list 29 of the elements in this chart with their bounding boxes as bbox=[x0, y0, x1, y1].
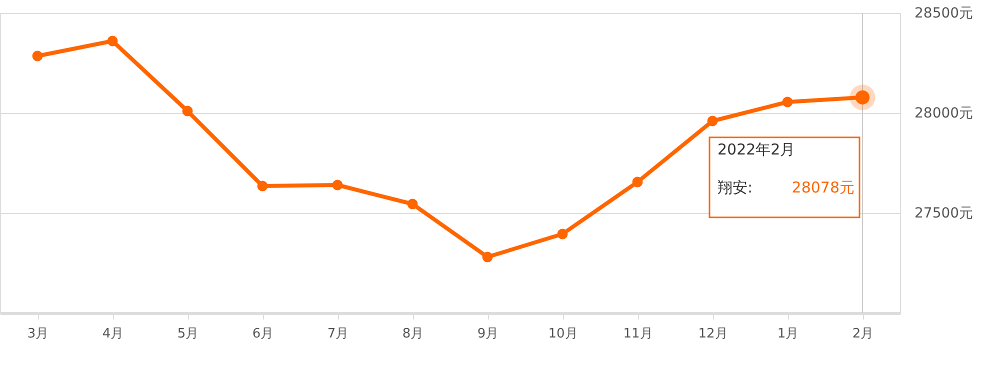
x-tick-label: 2月 bbox=[852, 326, 874, 342]
y-tick-label: 28000元 bbox=[914, 106, 974, 122]
point bbox=[482, 252, 493, 262]
point bbox=[557, 228, 568, 240]
annotation: 翔安: bbox=[718, 178, 753, 196]
y-tick-label: 28500元 bbox=[914, 6, 974, 22]
point bbox=[107, 36, 118, 46]
point bbox=[407, 198, 418, 210]
x-tick-label: 8月 bbox=[402, 326, 424, 342]
point bbox=[707, 116, 718, 126]
x-tick-label: 1月 bbox=[777, 326, 799, 342]
point bbox=[182, 106, 193, 116]
x-tick-label: 5月 bbox=[177, 326, 199, 342]
x-tick-label: 7月 bbox=[327, 326, 349, 342]
x-tick-label: 12月 bbox=[698, 326, 728, 342]
point bbox=[32, 50, 43, 62]
point bbox=[782, 96, 793, 108]
y-tick-label: 27500元 bbox=[914, 206, 974, 222]
x-tick-label: 9月 bbox=[477, 326, 499, 342]
point bbox=[632, 176, 643, 188]
point bbox=[332, 180, 343, 190]
x-tick-label: 11月 bbox=[623, 326, 653, 342]
x-tick-label: 4月 bbox=[102, 326, 124, 342]
x-tick-label: 3月 bbox=[27, 326, 49, 342]
x-tick-label: 10月 bbox=[548, 326, 578, 342]
point bbox=[257, 180, 268, 192]
annotation: 2022年2月 bbox=[718, 140, 796, 158]
x-tick-label: 6月 bbox=[252, 326, 274, 342]
annotation: 28078元 bbox=[792, 178, 854, 196]
